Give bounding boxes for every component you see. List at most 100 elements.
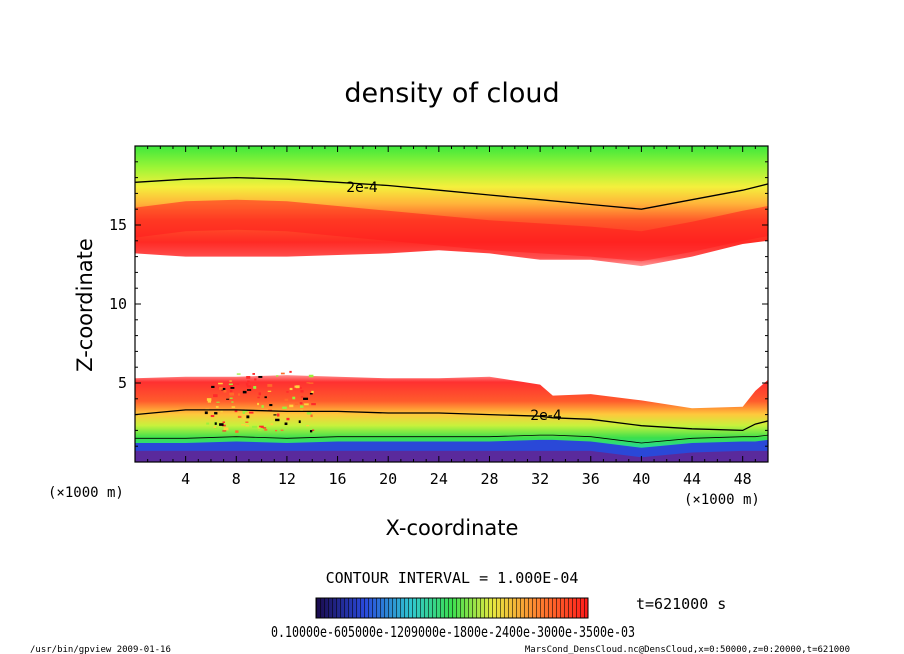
noise-cell (309, 430, 313, 433)
noise-cell (206, 422, 210, 425)
noise-cell (223, 427, 229, 431)
noise-cell (309, 393, 313, 395)
noise-cell (284, 422, 288, 426)
noise-cell (213, 394, 218, 398)
x-tick-label: 8 (232, 470, 241, 488)
noise-cell (245, 382, 249, 386)
noise-cell (241, 424, 246, 426)
noise-cell (246, 385, 252, 388)
noise-cell (231, 406, 236, 408)
noise-cell (275, 418, 280, 422)
noise-cell (223, 389, 227, 393)
noise-cell (276, 375, 279, 377)
noise-cell (226, 398, 230, 400)
x-tick-label: 16 (329, 470, 347, 488)
x-tick-label: 20 (379, 470, 397, 488)
noise-cell (306, 412, 312, 415)
colorbar (315, 597, 589, 619)
noise-cell (299, 387, 302, 389)
noise-cell (252, 373, 256, 375)
noise-cell (222, 430, 227, 432)
noise-cell (229, 390, 233, 393)
x-tick-label: 12 (278, 470, 296, 488)
y-tick-label: 5 (118, 374, 127, 392)
noise-cell (259, 425, 264, 428)
noise-cell (311, 390, 314, 394)
noise-cell (299, 405, 304, 408)
y-axis-label: Z-coordinate (73, 238, 97, 372)
noise-cell (282, 406, 287, 410)
noise-cell (242, 411, 246, 414)
noise-cell (292, 396, 296, 400)
noise-cell (311, 403, 316, 406)
noise-cell (228, 383, 233, 385)
noise-cell (235, 383, 240, 385)
noise-cell (264, 428, 268, 431)
noise-cell (270, 423, 274, 426)
footer-right: MarsCond_DensCloud.nc@DensCloud,x=0:5000… (525, 645, 850, 654)
noise-cell (259, 428, 264, 430)
upper-cloud-core (135, 199, 768, 262)
noise-cell (231, 401, 234, 403)
noise-cell (286, 391, 289, 393)
noise-cell (273, 414, 277, 416)
noise-cell (254, 378, 257, 381)
contour-label-upper: 2e-4 (346, 180, 378, 196)
noise-cell (222, 421, 226, 424)
noise-cell (280, 372, 285, 375)
noise-cell (257, 402, 260, 406)
colorbar-frame (315, 597, 589, 619)
time-label: t=621000 s (636, 595, 726, 613)
noise-cell (261, 405, 264, 408)
noise-cell (229, 397, 233, 399)
noise-cell (210, 414, 215, 418)
x-axis-label: X-coordinate (386, 516, 519, 540)
noise-cell (246, 415, 250, 419)
noise-cell (257, 428, 262, 432)
noise-cell (264, 396, 267, 399)
noise-cell (245, 421, 249, 423)
y-tick-label: 10 (109, 295, 127, 313)
noise-cell (215, 403, 221, 405)
noise-cell (300, 409, 303, 412)
noise-cell (246, 376, 251, 379)
noise-cell (257, 396, 260, 399)
upper-contour-line (135, 176, 768, 210)
noise-cell (275, 429, 278, 432)
noise-cell (214, 422, 217, 425)
x-tick-label: 44 (683, 470, 701, 488)
colorbar-stripes (316, 598, 588, 618)
noise-cell (299, 402, 303, 405)
noise-cell (258, 375, 263, 378)
noise-cell (253, 386, 257, 389)
noise-cell (312, 429, 315, 432)
noise-cell (242, 390, 247, 394)
x-tick-label: 4 (181, 470, 190, 488)
noise-cell (289, 387, 293, 391)
noise-cell (245, 424, 250, 427)
noise-cell (300, 396, 304, 398)
noise-cell (220, 410, 223, 413)
lower-contour-line (135, 409, 768, 432)
lower-contour-line-secondary (135, 434, 768, 444)
footer-left: /usr/bin/gpview 2009-01-16 (30, 645, 171, 654)
x-unit-left: (×1000 m) (48, 485, 124, 501)
noise-cell (306, 382, 310, 384)
noise-cell (206, 398, 212, 401)
noise-cell (269, 404, 273, 407)
noise-cell (252, 425, 257, 428)
colorbar-labels: 0.10000e-605000e-1209000e-1800e-2400e-30… (271, 623, 635, 641)
noise-cell (222, 424, 226, 427)
noise-cell (235, 430, 239, 433)
noise-cell (267, 390, 272, 392)
chart-title: density of cloud (344, 78, 559, 109)
noise-cell (234, 409, 238, 413)
noise-cell (286, 417, 290, 421)
noise-cell (249, 411, 254, 414)
noise-cell (294, 403, 299, 405)
noise-cell (289, 370, 292, 373)
noise-cell (258, 392, 262, 396)
lower-purple-band (135, 450, 768, 462)
